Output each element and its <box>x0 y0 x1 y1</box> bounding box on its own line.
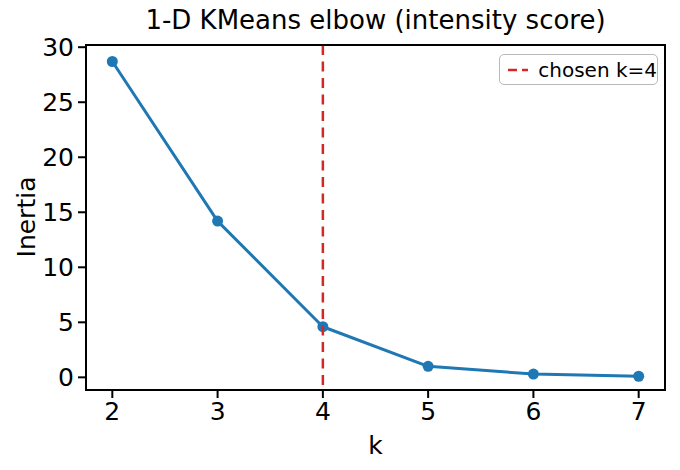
y-tick-label: 10 <box>42 253 74 282</box>
data-point-marker <box>633 371 644 382</box>
x-tick-label: 7 <box>631 397 647 426</box>
y-tick-label: 0 <box>58 363 74 392</box>
y-axis-label: Inertia <box>12 177 41 258</box>
data-point-marker <box>212 216 223 227</box>
x-tick-label: 2 <box>104 397 120 426</box>
y-tick-label: 15 <box>42 198 74 227</box>
legend: chosen k=4 <box>499 54 658 85</box>
y-tick-label: 5 <box>58 308 74 337</box>
x-tick-label: 4 <box>315 397 331 426</box>
x-tick-label: 5 <box>420 397 436 426</box>
data-point-marker <box>423 361 434 372</box>
legend-dash-icon <box>507 66 528 74</box>
y-tick-label: 25 <box>42 88 74 117</box>
data-point-marker <box>107 56 118 67</box>
series-line <box>112 62 638 377</box>
x-axis-label: k <box>86 431 665 460</box>
data-point-marker <box>528 369 539 380</box>
y-tick-label: 30 <box>42 33 74 62</box>
axes-frame <box>86 45 665 390</box>
legend-entry-label: chosen k=4 <box>538 58 657 82</box>
figure: 1-D KMeans elbow (intensity score) 23456… <box>0 0 680 470</box>
y-tick-label: 20 <box>42 143 74 172</box>
x-tick-label: 6 <box>525 397 541 426</box>
x-tick-label: 3 <box>210 397 226 426</box>
